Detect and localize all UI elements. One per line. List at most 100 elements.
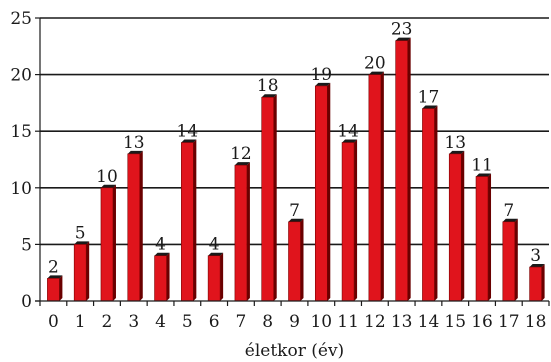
bar-5 (181, 139, 197, 302)
bar-top-1 (74, 241, 90, 245)
bar-top-0 (47, 275, 63, 279)
bar-front-9 (288, 221, 301, 302)
bar-9 (288, 218, 304, 302)
bar-2 (100, 184, 116, 302)
data-label-3: 13 (123, 133, 145, 153)
x-tick-label-16: 16 (471, 312, 493, 332)
bar-top-4 (154, 252, 170, 256)
bar-top-16 (476, 173, 492, 177)
bar-0 (47, 275, 63, 302)
bar-top-15 (449, 150, 465, 154)
y-tick-label-0: 0 (21, 292, 32, 312)
bar-front-16 (475, 176, 489, 302)
bar-17 (502, 218, 518, 302)
bar-top-6 (208, 252, 224, 256)
x-tick-label-18: 18 (525, 312, 547, 332)
x-tick-label-0: 0 (48, 312, 59, 332)
bar-side-7 (246, 162, 250, 301)
x-tick-label-1: 1 (75, 312, 86, 332)
bar-14 (422, 105, 438, 302)
bar-side-6 (220, 252, 224, 301)
y-axis-ticks: 0 5 10 15 20 25 (10, 9, 40, 312)
data-label-6: 4 (209, 235, 220, 255)
bar-front-7 (234, 164, 248, 302)
data-label-8: 18 (257, 76, 279, 96)
bar-side-18 (541, 264, 545, 301)
bar-side-8 (273, 94, 277, 302)
x-axis-ticks: 0 1 2 3 4 5 6 7 8 9 10 11 12 13 14 15 16 17 18 (48, 301, 550, 332)
bar-top-2 (100, 184, 116, 188)
bar-top-13 (395, 37, 411, 41)
bar-18 (529, 264, 545, 302)
bar-side-16 (488, 173, 492, 301)
bar-front-10 (314, 85, 328, 302)
bar-front-5 (181, 142, 194, 302)
x-tick-label-13: 13 (391, 312, 413, 332)
x-tick-label-15: 15 (444, 312, 466, 332)
data-label-1: 5 (75, 223, 86, 243)
bar-front-12 (368, 74, 382, 302)
bar-top-7 (234, 162, 250, 166)
bar-side-1 (86, 241, 90, 301)
data-label-5: 14 (177, 122, 199, 142)
x-tick-label-6: 6 (209, 312, 220, 332)
x-tick-label-5: 5 (182, 312, 193, 332)
bar-side-4 (166, 252, 170, 301)
bar-side-13 (407, 37, 411, 301)
bar-top-5 (181, 139, 197, 143)
bar-front-1 (73, 244, 87, 302)
bar-front-18 (529, 266, 542, 302)
bar-front-3 (127, 153, 141, 302)
bar-side-2 (112, 184, 116, 301)
bar-3 (127, 150, 143, 302)
bar-side-15 (461, 150, 465, 301)
bar-front-0 (47, 278, 60, 302)
x-tick-label-17: 17 (498, 312, 520, 332)
data-label-12: 20 (364, 54, 386, 74)
bar-11 (341, 139, 358, 302)
bar-16 (475, 173, 492, 302)
y-tick-label-5: 5 (21, 235, 32, 255)
data-label-4: 4 (155, 235, 166, 255)
bar-side-9 (300, 218, 304, 301)
y-tick-label-20: 20 (10, 66, 32, 86)
bar-top-17 (502, 218, 518, 222)
x-axis-label: életkor (év) (245, 341, 344, 361)
data-label-15: 13 (444, 133, 466, 153)
bar-front-14 (422, 108, 435, 302)
bar-front-4 (154, 255, 167, 302)
bar-side-14 (434, 105, 438, 301)
bar-7 (234, 162, 250, 302)
data-label-10: 19 (310, 65, 332, 85)
bar-top-9 (288, 218, 304, 222)
x-tick-label-7: 7 (236, 312, 247, 332)
bar-front-6 (207, 255, 221, 302)
bar-top-8 (261, 94, 277, 98)
bar-side-3 (139, 150, 143, 301)
bar-1 (73, 241, 90, 302)
bar-15 (448, 150, 465, 302)
x-tick-label-11: 11 (337, 312, 359, 332)
y-tick-label-25: 25 (10, 9, 32, 29)
x-tick-label-8: 8 (262, 312, 273, 332)
bar-top-18 (529, 264, 545, 268)
data-label-11: 14 (337, 122, 359, 142)
x-tick-label-12: 12 (364, 312, 386, 332)
data-label-7: 12 (230, 144, 252, 164)
bar-6 (207, 252, 224, 302)
bar-top-12 (368, 71, 384, 75)
bar-front-11 (341, 142, 355, 302)
bar-side-12 (380, 71, 384, 301)
y-tick-label-15: 15 (10, 122, 32, 142)
bar-front-17 (502, 221, 516, 302)
data-label-16: 11 (471, 155, 493, 175)
bar-top-14 (422, 105, 438, 109)
bar-side-10 (327, 82, 331, 301)
data-label-2: 10 (96, 167, 118, 187)
data-label-0: 2 (48, 257, 59, 277)
x-tick-label-14: 14 (418, 312, 440, 332)
x-tick-label-10: 10 (310, 312, 332, 332)
data-label-17: 7 (503, 201, 514, 221)
